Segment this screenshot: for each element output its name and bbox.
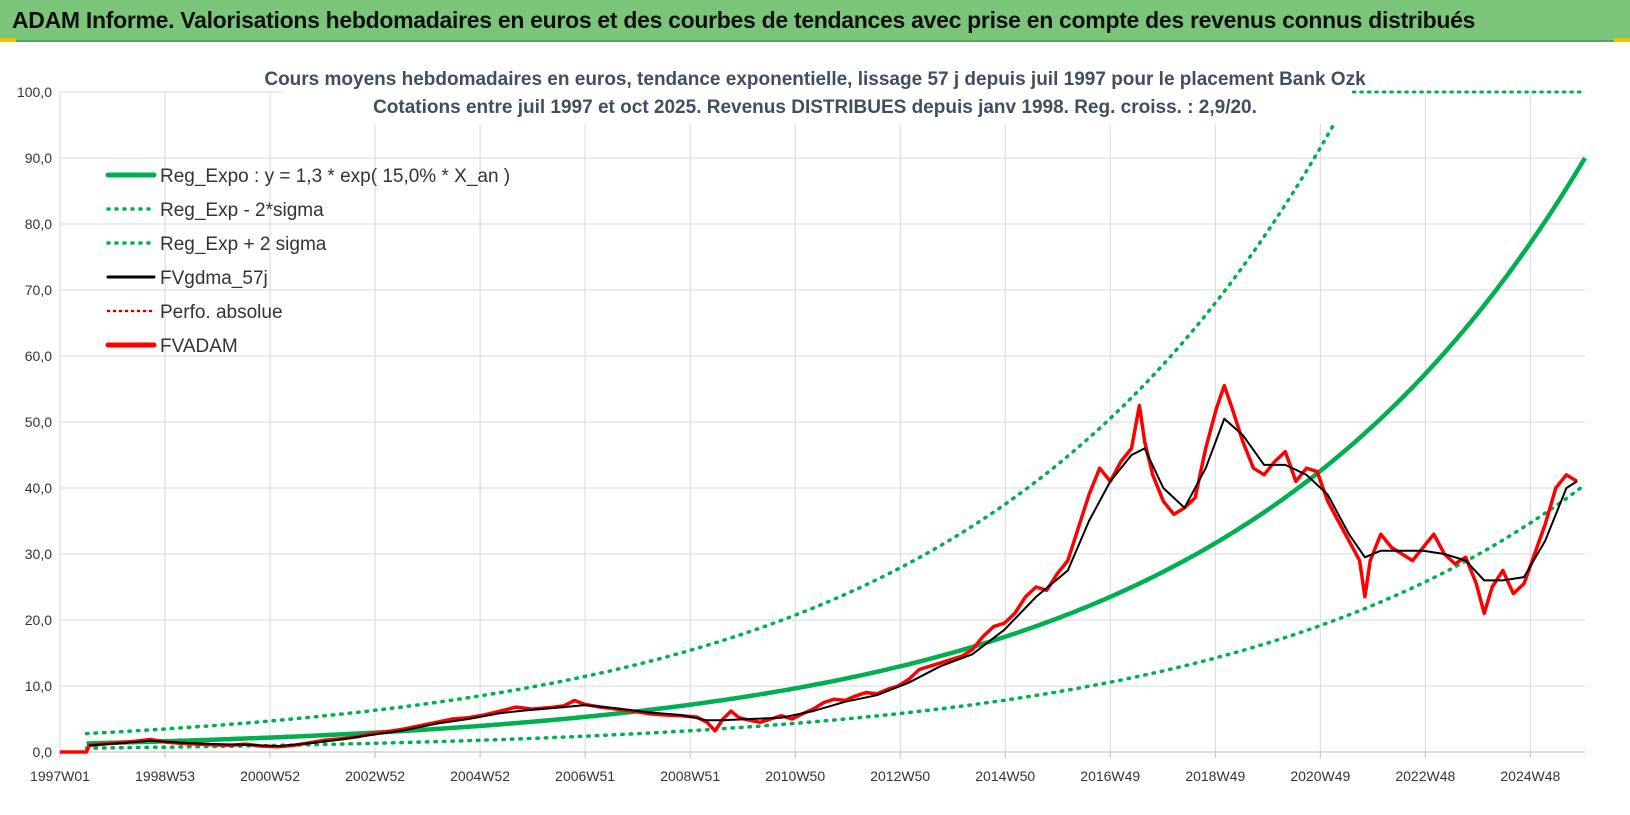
x-tick-label: 2002W52 bbox=[345, 768, 405, 784]
x-tick-label: 2016W49 bbox=[1080, 768, 1140, 784]
page-title: ADAM Informe. Valorisations hebdomadaire… bbox=[12, 7, 1476, 33]
y-tick-label: 80,0 bbox=[25, 216, 52, 232]
x-tick-label: 2012W50 bbox=[870, 768, 930, 784]
chart-title-block: Cours moyens hebdomadaires en euros, ten… bbox=[264, 62, 1366, 124]
x-tick-label: 1998W53 bbox=[135, 768, 195, 784]
x-tick-label: 2018W49 bbox=[1185, 768, 1245, 784]
x-tick-label: 2024W48 bbox=[1500, 768, 1560, 784]
y-tick-label: 30,0 bbox=[25, 546, 52, 562]
y-axis-labels: 0,0 10,0 20,0 30,0 40,0 50,0 60,0 70,0 80,0 90,0 1… bbox=[17, 84, 52, 760]
legend-label: Reg_Expo : y = 1,3 * exp( 15,0% * X_an ) bbox=[160, 166, 510, 187]
legend-label: FVgdma_57j bbox=[160, 268, 268, 289]
x-tick-label: 2004W52 bbox=[450, 768, 510, 784]
legend-label: FVADAM bbox=[160, 336, 238, 357]
x-tick-label: 1997W01 bbox=[30, 768, 90, 784]
legend-label: Perfo. absolue bbox=[160, 302, 283, 323]
x-tick-label: 2008W51 bbox=[660, 768, 720, 784]
y-tick-label: 10,0 bbox=[25, 678, 52, 694]
y-tick-label: 20,0 bbox=[25, 612, 52, 628]
x-axis: 1997W01 1998W53 2000W52 2002W52 2004W52 2006W… bbox=[30, 751, 1585, 784]
y-tick-label: 70,0 bbox=[25, 282, 52, 298]
series-fvadam bbox=[60, 383, 1578, 754]
series-reg-exp-plus-2sigma bbox=[84, 95, 1351, 736]
y-tick-label: 0,0 bbox=[33, 744, 53, 760]
y-tick-label: 50,0 bbox=[25, 414, 52, 430]
series-reg-expo bbox=[86, 156, 1587, 746]
y-tick-label: 40,0 bbox=[25, 480, 52, 496]
title-backdrop bbox=[282, 62, 1352, 124]
legend-label: Reg_Exp - 2*sigma bbox=[160, 200, 324, 221]
series-fvgdma-57j bbox=[89, 417, 1578, 748]
y-tick-label: 90,0 bbox=[25, 150, 52, 166]
header-corner-left bbox=[0, 38, 16, 42]
x-tick-label: 2000W52 bbox=[240, 768, 300, 784]
chart-area: 0,0 10,0 20,0 30,0 40,0 50,0 60,0 70,0 80,0 90,0 1… bbox=[0, 42, 1630, 815]
x-tick-label: 2006W51 bbox=[555, 768, 615, 784]
x-tick-label: 2020W49 bbox=[1290, 768, 1350, 784]
x-tick-label: 2014W50 bbox=[975, 768, 1035, 784]
chart-title: Cours moyens hebdomadaires en euros, ten… bbox=[264, 69, 1366, 90]
series-reg-exp-minus-2sigma bbox=[84, 482, 1587, 750]
series-layer bbox=[60, 90, 1587, 754]
x-tick-label: 2010W50 bbox=[765, 768, 825, 784]
y-tick-label: 60,0 bbox=[25, 348, 52, 364]
header-bar: ADAM Informe. Valorisations hebdomadaire… bbox=[0, 0, 1630, 42]
x-tick-label: 2022W48 bbox=[1395, 768, 1455, 784]
legend: Reg_Expo : y = 1,3 * exp( 15,0% * X_an )… bbox=[105, 166, 510, 357]
chart-subtitle: Cotations entre juil 1997 et oct 2025. R… bbox=[373, 97, 1257, 118]
y-tick-label: 100,0 bbox=[17, 84, 52, 100]
legend-label: Reg_Exp + 2 sigma bbox=[160, 234, 327, 255]
header-corner-right bbox=[1614, 38, 1630, 42]
